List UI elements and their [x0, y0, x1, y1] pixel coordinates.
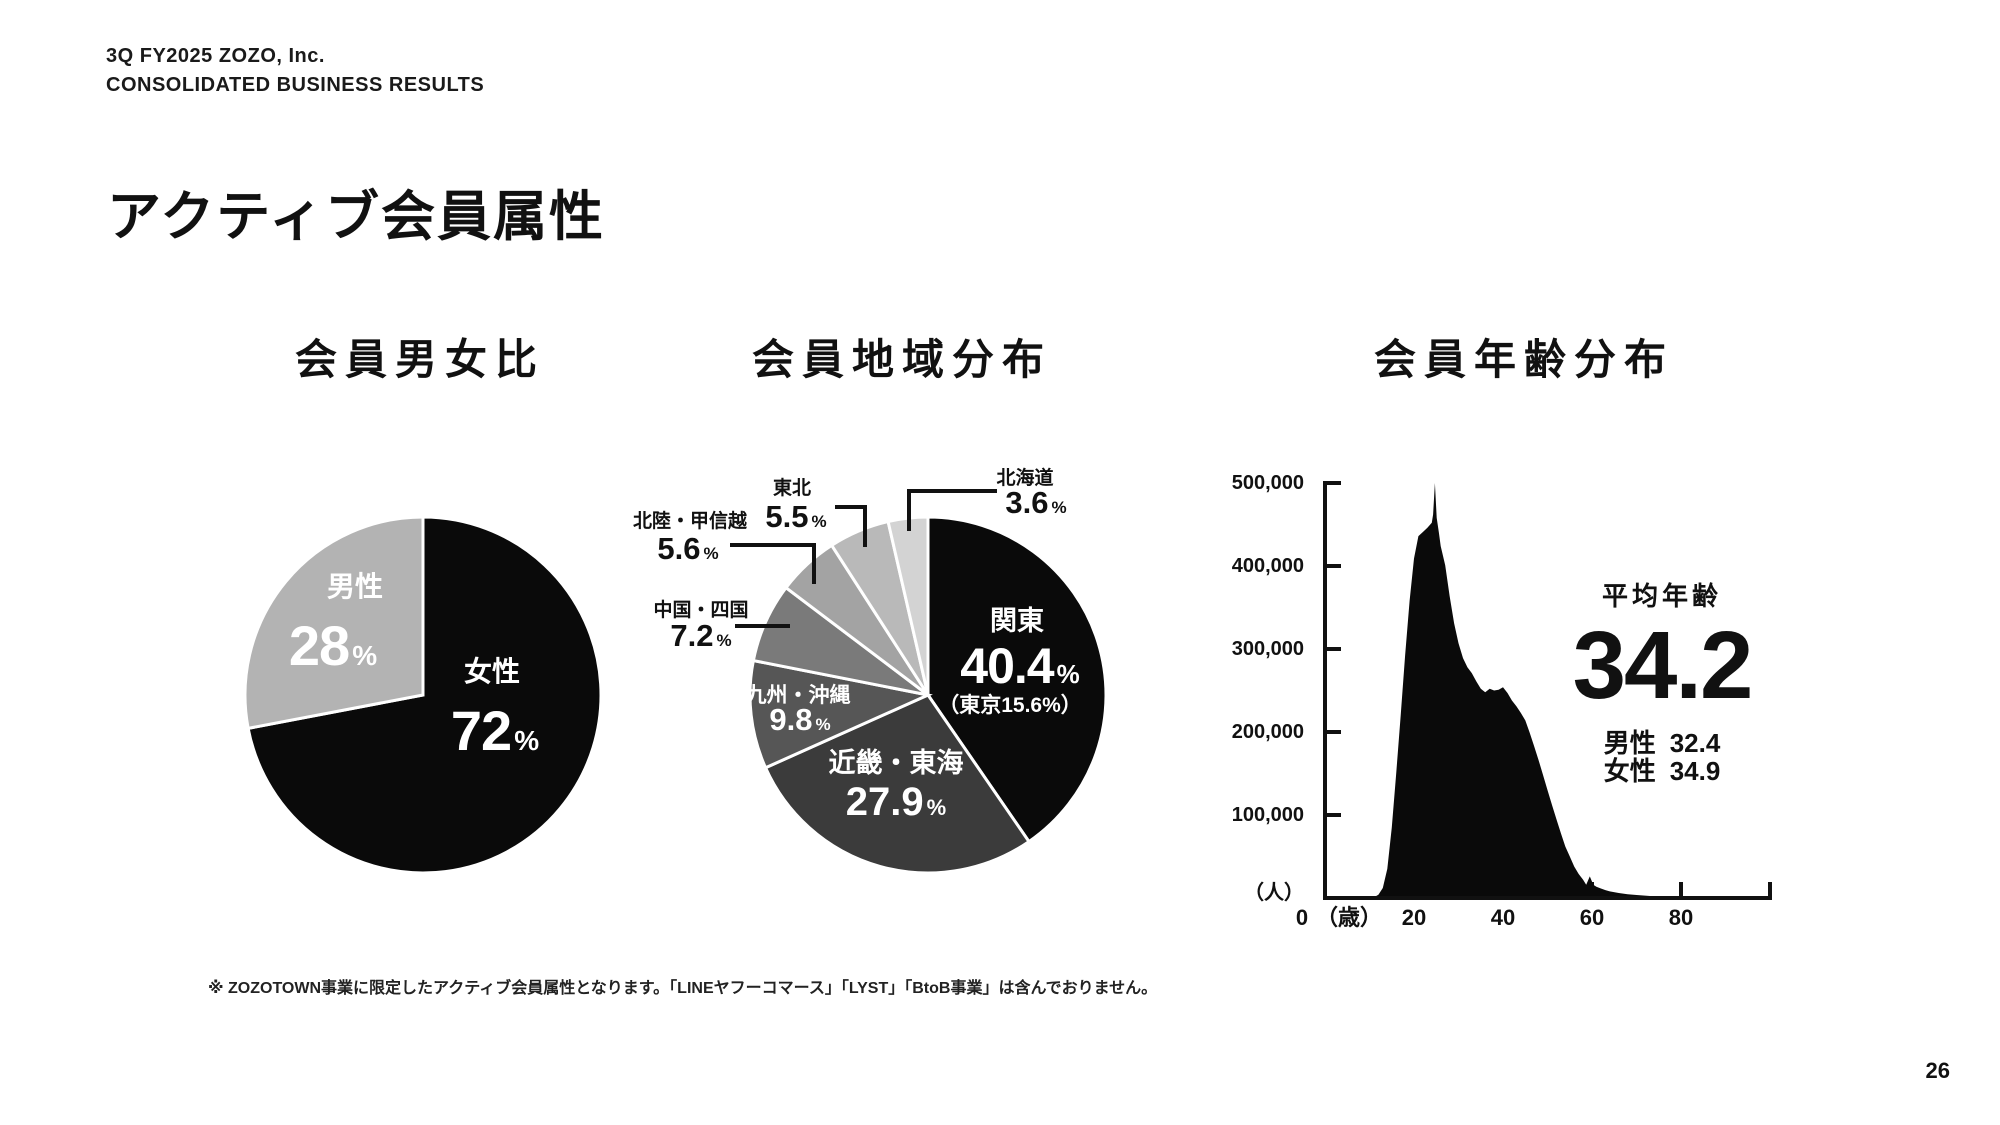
region-kanto-label: 関東: [990, 606, 1044, 636]
pie-slice-gender-0: [246, 515, 603, 875]
leader-line-tohoku-v: [863, 505, 867, 547]
leader-line-tohoku-h: [835, 505, 867, 509]
percent-sign: %: [514, 725, 540, 756]
chart-title-age: 会員年齢分布: [1374, 336, 1675, 383]
percent-sign: %: [716, 631, 732, 650]
age-area-chart: [1323, 481, 1772, 900]
percent-sign: %: [926, 795, 947, 820]
region-kinki-tokai-label: 近畿・東海: [828, 748, 964, 778]
percent-sign: %: [815, 715, 831, 734]
leader-line-chugoku: [735, 624, 790, 628]
y-axis-unit-label: （人）: [1244, 882, 1304, 904]
y-axis-label-100000: 100,000: [1231, 804, 1304, 826]
region-kyushu-okinawa-label: 九州・沖縄: [745, 684, 851, 707]
average-age-label: 平均年齢: [1601, 581, 1722, 611]
y-axis-label-400000: 400,000: [1231, 555, 1304, 577]
male-average-age: 32.4: [1669, 727, 1721, 758]
region-tohoku-percent: 5.5%: [696, 501, 896, 532]
y-axis-label-200000: 200,000: [1231, 721, 1304, 743]
region-tohoku-label: 東北: [772, 478, 811, 499]
x-axis-label-0: 0: [1295, 905, 1309, 930]
region-hokkaido-label: 北海道: [996, 468, 1054, 489]
percent-sign: %: [1051, 498, 1067, 517]
average-age-block: 平均年齢 34.2 男性 32.4 女性 34.9: [1502, 576, 1822, 785]
region-kanto-percent: 40.4%: [920, 641, 1120, 691]
region-hokkaido-percent: 3.6%: [936, 487, 1136, 518]
region-hokuriku-koshinetsu-label: 北陸・甲信越: [632, 511, 747, 532]
deck-header-line1: 3Q FY2025 ZOZO, Inc.: [106, 45, 325, 67]
page-number: 26: [1925, 1058, 1950, 1083]
percent-sign: %: [703, 544, 719, 563]
region-kanto-tokyo-note: （東京15.6%）: [938, 694, 1082, 717]
gender-female-percent: 72%: [395, 703, 595, 759]
percent-sign: %: [811, 512, 827, 531]
average-age-by-gender: 男性 32.4 女性 34.9: [1604, 729, 1721, 785]
x-axis-label-5: 80: [1668, 905, 1694, 930]
y-axis-label-500000: 500,000: [1231, 472, 1304, 494]
x-axis-label-2: 20: [1401, 905, 1427, 930]
leader-line-hokkaido-h: [907, 489, 997, 493]
y-axis-label-300000: 300,000: [1231, 638, 1304, 660]
region-chugoku-shikoku-label: 中国・四国: [653, 600, 749, 621]
gender-male-label: 男性: [326, 571, 383, 602]
percent-sign: %: [1056, 659, 1080, 689]
region-tohoku-value: 5.5: [765, 499, 809, 534]
gender-female-value: 72: [450, 699, 512, 762]
page-title: アクティブ会員属性: [107, 187, 606, 247]
age-distribution-area: [1369, 483, 1753, 898]
x-axis-label-3: 40: [1490, 905, 1516, 930]
female-label: 女性: [1603, 755, 1656, 786]
x-axis-label-4: 60: [1579, 905, 1605, 930]
gender-male-value: 28: [288, 614, 350, 677]
gender-pie-chart: [243, 515, 603, 875]
deck-header-line2: CONSOLIDATED BUSINESS RESULTS: [106, 74, 485, 96]
footnote: ※ ZOZOTOWN事業に限定したアクティブ会員属性となります。「LINEヤフー…: [208, 980, 1158, 997]
male-label: 男性: [1603, 727, 1656, 758]
region-hokkaido-value: 3.6: [1005, 485, 1049, 520]
chart-title-region: 会員地域分布: [752, 336, 1053, 383]
average-age-value: 34.2: [1572, 612, 1754, 719]
x-axis-label-1: （歳）: [1315, 905, 1382, 930]
deck-header: 3Q FY2025 ZOZO, Inc. CONSOLIDATED BUSINE…: [106, 42, 484, 100]
region-chugoku-shikoku-percent: 7.2%: [601, 620, 801, 651]
gender-female-label: 女性: [463, 656, 520, 687]
average-age-female-row: 女性 34.9: [1604, 757, 1721, 785]
region-kinki-tokai-percent: 27.9%: [796, 782, 996, 822]
region-kanto-value: 40.4: [960, 638, 1054, 694]
chart-title-gender: 会員男女比: [295, 336, 546, 383]
region-kyushu-okinawa-percent: 9.8%: [700, 704, 900, 735]
leader-line-hokkaido-v: [907, 489, 911, 531]
female-average-age: 34.9: [1669, 755, 1721, 786]
region-hokuriku-koshinetsu-percent: 5.6%: [588, 533, 788, 564]
pie-slice-gender-1: [243, 515, 425, 731]
region-kinki-tokai-value: 27.9: [845, 780, 924, 824]
pie-slice-region-0: [926, 515, 1108, 844]
region-hokuriku-koshinetsu-value: 5.6: [657, 531, 701, 566]
average-age-male-row: 男性 32.4: [1604, 729, 1721, 757]
gender-male-percent: 28%: [233, 618, 433, 674]
leader-line-hokuriku-v: [812, 543, 816, 584]
percent-sign: %: [352, 640, 378, 671]
region-chugoku-shikoku-value: 7.2: [670, 618, 714, 653]
region-pie-chart: [748, 515, 1108, 875]
leader-line-hokuriku-h: [730, 543, 816, 547]
region-kyushu-okinawa-value: 9.8: [769, 702, 813, 737]
